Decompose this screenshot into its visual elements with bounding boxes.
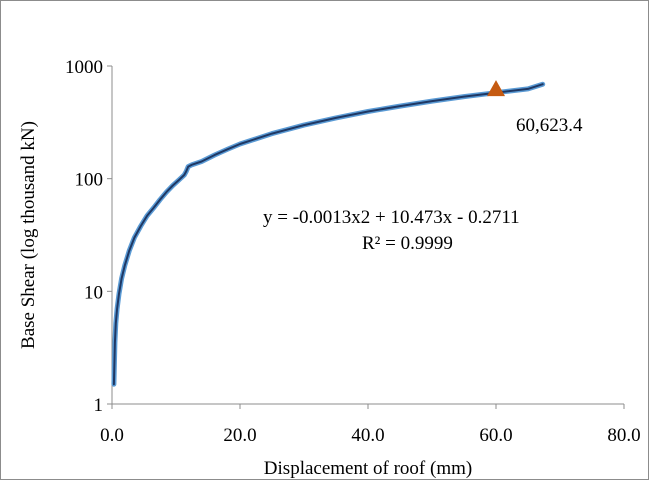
data-point-label: 60,623.4 (516, 115, 583, 136)
tick-labels: 1 10 100 1000 0.0 20.0 40.0 60.0 80.0 (65, 57, 641, 446)
x-tick-label: 20.0 (223, 425, 256, 446)
x-tick-label: 80.0 (607, 425, 640, 446)
x-tick-label: 0.0 (100, 425, 124, 446)
data-point-marker (487, 80, 505, 97)
y-tick-label: 1000 (65, 57, 103, 78)
x-tick-label: 60.0 (479, 425, 512, 446)
x-axis-label: Displacement of roof (mm) (264, 458, 472, 479)
axis-ticks (107, 65, 625, 409)
y-axis-label: Base Shear (log thousand kN) (18, 121, 39, 349)
y-tick-label: 100 (75, 170, 104, 191)
x-tick-label: 40.0 (351, 425, 384, 446)
series-line (112, 83, 544, 386)
y-tick-label: 10 (84, 282, 103, 303)
y-tick-label: 1 (94, 395, 104, 416)
trendline-r-squared: R² = 0.9999 (362, 233, 453, 254)
series-line-highlight (111, 81, 546, 387)
trendline-equation: y = -0.0013x2 + 10.473x - 0.2711 (263, 207, 520, 228)
